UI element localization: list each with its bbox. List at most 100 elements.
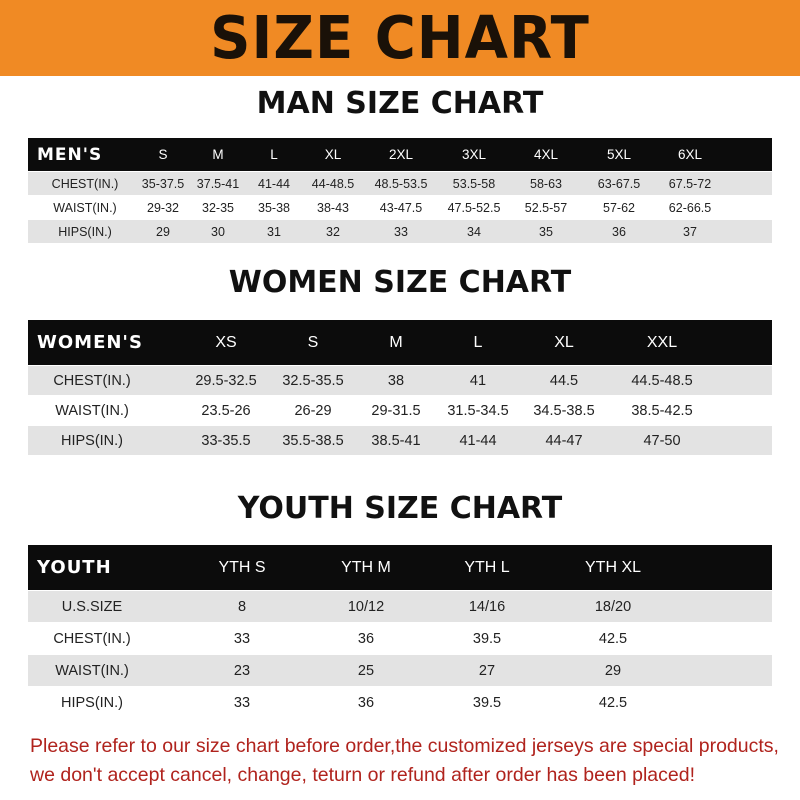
table-cell: 25 [357,662,375,679]
table-row: U.S.SIZE 8 10/12 14/16 18/20 [28,591,772,622]
size-header: 6XL [677,147,703,162]
table-cell: 39.5 [472,630,502,647]
table-cell: 44.5 [549,372,579,389]
size-header: 4XL [533,147,559,162]
table-cell: 23.5-26 [201,402,251,419]
size-header: 5XL [606,147,632,162]
table-cell: 35 [539,224,553,239]
row-label: WAIST(IN.) [53,200,117,215]
table-cell: 58-63 [530,176,562,191]
table-cell: 48.5-53.5 [374,176,428,191]
size-header: YTH XL [584,558,642,576]
table-cell: 67.5-72 [668,176,712,191]
row-label: HIPS(IN.) [60,432,124,449]
table-cell: 42.5 [598,694,628,711]
table-cell: 32 [326,224,340,239]
size-header: M [212,147,224,162]
table-cell: 41-44 [258,176,290,191]
table-cell: 35-38 [258,200,290,215]
size-header: L [270,147,278,162]
table-cell: 10/12 [347,598,385,615]
notice-line-1: Please refer to our size chart before or… [30,735,779,757]
table-cell: 47-50 [643,432,681,449]
table-row: CHEST(IN.) 33 36 39.5 42.5 [28,623,772,654]
table-cell: 32-35 [202,200,234,215]
table-cell: 34.5-38.5 [533,402,595,419]
table-cell: 37.5-41 [196,176,240,191]
table-cell: 33 [233,630,251,647]
table-cell: 41-44 [459,432,497,449]
table-cell: 26-29 [294,402,332,419]
men-header-row: MEN'S S M L XL 2XL 3XL 4XL 5XL 6XL [28,138,772,171]
size-header: 2XL [388,147,414,162]
size-header: L [473,333,483,351]
table-cell: 18/20 [594,598,632,615]
table-cell: 53.5-58 [452,176,496,191]
size-header: S [307,333,319,351]
size-chart-banner: SIZE CHART [0,0,800,76]
table-cell: 62-66.5 [668,200,712,215]
table-cell: 35.5-38.5 [282,432,344,449]
table-cell: 29-32 [147,200,179,215]
table-cell: 43-47.5 [379,200,423,215]
table-row: HIPS(IN.) 33-35.5 35.5-38.5 38.5-41 41-44 44-… [28,426,772,455]
table-cell: 33 [394,224,408,239]
table-cell: 31.5-34.5 [447,402,509,419]
size-header: YTH S [218,558,266,576]
table-cell: 36 [612,224,626,239]
table-row: HIPS(IN.) 33 36 39.5 42.5 [28,687,772,718]
table-cell: 30 [211,224,225,239]
table-cell: 29 [156,224,170,239]
table-cell: 27 [478,662,496,679]
men-section-title: MAN SIZE CHART [256,86,544,121]
row-label: WAIST(IN.) [55,402,129,419]
row-label: CHEST(IN.) [53,372,131,389]
notice-line-2: we don't accept cancel, change, teturn o… [30,764,695,786]
youth-header-label: YOUTH [37,557,112,578]
size-header: YTH L [464,558,510,576]
table-cell: 31 [267,224,281,239]
table-cell: 35-37.5 [141,176,185,191]
row-label: HIPS(IN.) [58,224,112,239]
women-header-row: WOMEN'S XS S M L XL XXL [28,320,772,365]
women-section-title: WOMEN SIZE CHART [228,265,572,300]
table-cell: 38.5-41 [371,432,421,449]
size-header: XS [215,333,237,351]
table-row: HIPS(IN.) 29 30 31 32 33 34 35 36 37 [28,220,772,243]
table-cell: 38 [387,372,405,389]
row-label: HIPS(IN.) [60,694,124,711]
table-row: CHEST(IN.) 35-37.5 37.5-41 41-44 44-48.5 48.5… [28,172,772,195]
table-cell: 63-67.5 [597,176,641,191]
table-cell: 36 [357,694,375,711]
table-cell: 34 [467,224,481,239]
banner-title: SIZE CHART [210,3,590,73]
size-header: XL [324,147,342,162]
size-header: 3XL [461,147,487,162]
women-header-label: WOMEN'S [37,332,143,353]
table-cell: 39.5 [472,694,502,711]
table-cell: 32.5-35.5 [282,372,344,389]
table-row: WAIST(IN.) 23 25 27 29 [28,655,772,686]
size-header: S [158,147,168,162]
table-cell: 44.5-48.5 [631,372,693,389]
table-cell: 23 [233,662,251,679]
table-cell: 42.5 [598,630,628,647]
size-header: XL [554,333,574,351]
men-header-label: MEN'S [37,144,103,165]
table-cell: 44-47 [545,432,583,449]
table-cell: 33-35.5 [201,432,251,449]
table-cell: 57-62 [603,200,635,215]
row-label: CHEST(IN.) [51,176,119,191]
table-cell: 38.5-42.5 [631,402,693,419]
table-cell: 41 [469,372,487,389]
table-cell: 29-31.5 [371,402,421,419]
youth-section-title: YOUTH SIZE CHART [237,491,563,526]
table-cell: 14/16 [468,598,506,615]
table-cell: 8 [237,598,247,615]
table-row: WAIST(IN.) 23.5-26 26-29 29-31.5 31.5-34.5 34… [28,396,772,425]
table-cell: 38-43 [317,200,349,215]
table-cell: 29.5-32.5 [195,372,257,389]
size-header: XXL [646,333,678,351]
table-cell: 52.5-57 [524,200,568,215]
table-cell: 36 [357,630,375,647]
